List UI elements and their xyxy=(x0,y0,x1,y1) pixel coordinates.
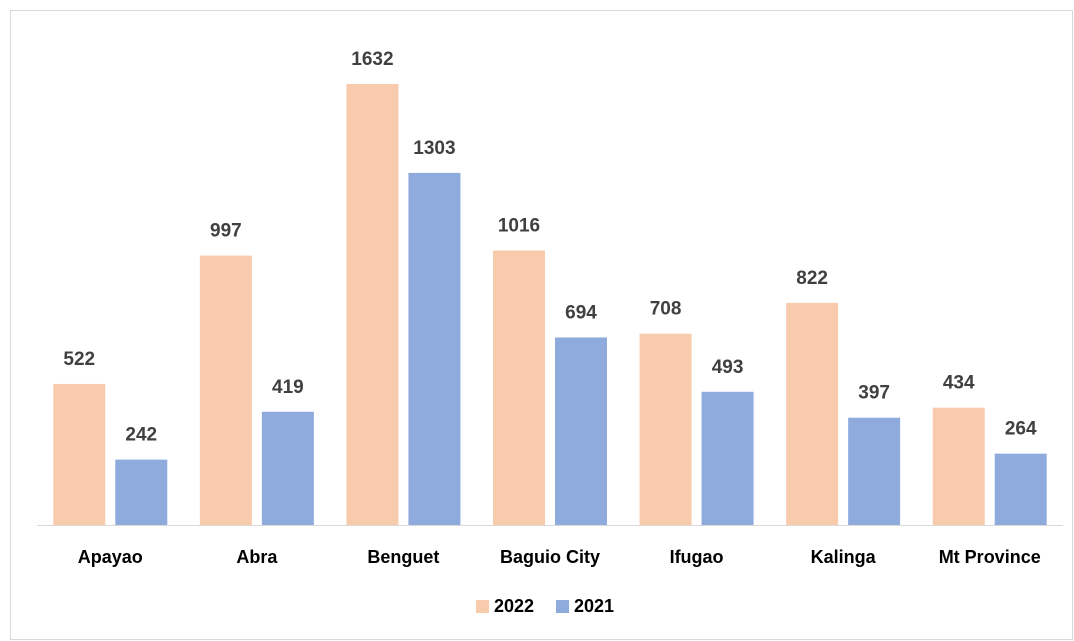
x-tick-label: Ifugao xyxy=(670,547,724,567)
bar xyxy=(786,302,839,525)
data-label: 419 xyxy=(272,377,304,398)
x-tick-label: Benguet xyxy=(367,547,439,567)
bar xyxy=(346,84,399,525)
data-label: 1632 xyxy=(351,49,393,70)
data-label: 242 xyxy=(125,425,157,446)
x-tick-label: Mt Province xyxy=(939,547,1041,567)
data-label: 397 xyxy=(858,383,890,404)
bar xyxy=(53,383,106,525)
data-label: 493 xyxy=(712,357,744,378)
bar xyxy=(555,337,607,525)
bar xyxy=(115,459,168,525)
data-label: 694 xyxy=(565,302,597,323)
data-label: 1016 xyxy=(498,215,540,236)
bar xyxy=(261,411,314,525)
x-tick-label: Apayao xyxy=(78,547,143,567)
legend-swatch xyxy=(556,600,569,613)
data-label: 708 xyxy=(650,299,682,320)
bar xyxy=(199,255,252,525)
bar xyxy=(701,391,754,525)
legend-label: 2021 xyxy=(574,596,614,616)
x-tick-label: Abra xyxy=(236,547,278,567)
data-label: 997 xyxy=(210,221,242,242)
legend-label: 2022 xyxy=(494,596,534,616)
bar xyxy=(932,407,985,525)
data-label: 822 xyxy=(796,268,828,289)
x-tick-label: Baguio City xyxy=(500,547,600,567)
data-label: 522 xyxy=(63,349,95,370)
data-label: 1303 xyxy=(413,138,455,159)
legend-swatch xyxy=(476,600,489,613)
x-tick-label: Kalinga xyxy=(811,547,877,567)
bar xyxy=(994,453,1047,525)
bar xyxy=(493,250,545,526)
bar xyxy=(848,417,901,525)
data-label: 434 xyxy=(943,373,975,394)
bar xyxy=(639,333,692,525)
bar xyxy=(408,172,461,525)
data-label: 264 xyxy=(1005,419,1037,440)
